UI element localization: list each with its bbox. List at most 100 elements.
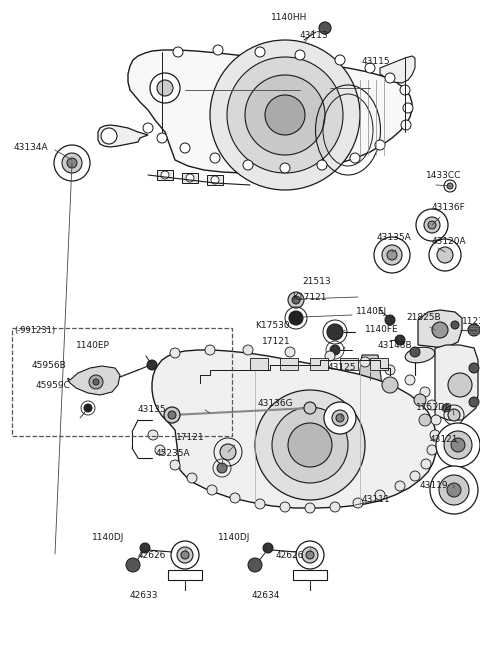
Text: 45959C: 45959C	[36, 380, 71, 389]
Circle shape	[330, 345, 340, 355]
Circle shape	[375, 140, 385, 150]
Polygon shape	[418, 310, 462, 348]
Circle shape	[427, 445, 437, 455]
Circle shape	[400, 85, 410, 95]
Text: 42633: 42633	[130, 590, 158, 599]
Circle shape	[140, 543, 150, 553]
Circle shape	[288, 423, 332, 467]
Text: 45235A: 45235A	[156, 450, 191, 459]
Circle shape	[385, 315, 395, 325]
Circle shape	[427, 400, 437, 410]
Circle shape	[213, 45, 223, 55]
Text: 21513: 21513	[302, 277, 331, 286]
Text: 43148B: 43148B	[378, 340, 413, 349]
Circle shape	[353, 498, 363, 508]
Circle shape	[54, 145, 90, 181]
Polygon shape	[98, 125, 148, 147]
Circle shape	[89, 375, 103, 389]
Circle shape	[143, 123, 153, 133]
Circle shape	[187, 473, 197, 483]
Circle shape	[350, 153, 360, 163]
Circle shape	[336, 414, 344, 422]
Text: 43119: 43119	[420, 481, 449, 489]
Bar	[207, 175, 223, 185]
Circle shape	[448, 409, 460, 421]
Circle shape	[306, 551, 314, 559]
Bar	[182, 173, 198, 183]
Circle shape	[245, 75, 325, 155]
Circle shape	[255, 390, 365, 500]
Text: K17121: K17121	[292, 294, 326, 303]
Ellipse shape	[405, 347, 435, 363]
Circle shape	[295, 50, 305, 60]
Circle shape	[148, 430, 158, 440]
Circle shape	[147, 360, 157, 370]
Circle shape	[387, 250, 397, 260]
Circle shape	[255, 499, 265, 509]
Circle shape	[385, 365, 395, 375]
Circle shape	[410, 471, 420, 481]
Circle shape	[430, 466, 478, 514]
Circle shape	[93, 379, 99, 385]
Circle shape	[168, 411, 176, 419]
Circle shape	[173, 47, 183, 57]
Text: 43115: 43115	[362, 58, 391, 67]
Text: 1140FE: 1140FE	[365, 325, 398, 334]
Circle shape	[375, 490, 385, 500]
Text: 43135: 43135	[138, 406, 167, 415]
Circle shape	[126, 558, 140, 572]
Bar	[310, 358, 328, 370]
Circle shape	[420, 387, 430, 397]
Circle shape	[181, 551, 189, 559]
Circle shape	[444, 180, 456, 192]
Circle shape	[319, 22, 331, 34]
Circle shape	[210, 40, 360, 190]
Text: 17121: 17121	[262, 338, 290, 347]
Circle shape	[405, 375, 415, 385]
Circle shape	[330, 502, 340, 512]
Circle shape	[451, 321, 459, 329]
Text: 45956B: 45956B	[32, 360, 67, 369]
Circle shape	[161, 171, 169, 179]
Text: 42626: 42626	[138, 551, 167, 559]
Circle shape	[157, 80, 173, 96]
Circle shape	[395, 481, 405, 491]
Text: 21825B: 21825B	[406, 314, 441, 323]
Circle shape	[101, 128, 117, 144]
Circle shape	[296, 541, 324, 569]
Circle shape	[468, 324, 480, 336]
Circle shape	[248, 558, 262, 572]
Circle shape	[211, 176, 219, 184]
Bar	[280, 358, 298, 370]
Circle shape	[401, 120, 411, 130]
Circle shape	[451, 438, 465, 452]
Bar	[250, 358, 268, 370]
Text: 43121: 43121	[430, 435, 458, 445]
Circle shape	[186, 174, 194, 182]
Circle shape	[365, 63, 375, 73]
Circle shape	[432, 322, 448, 338]
Circle shape	[403, 103, 413, 113]
Circle shape	[292, 296, 300, 304]
Circle shape	[382, 245, 402, 265]
Text: 43113: 43113	[300, 30, 329, 40]
Circle shape	[243, 345, 253, 355]
Text: 1123MG: 1123MG	[462, 318, 480, 327]
Text: 17121: 17121	[176, 434, 204, 443]
Polygon shape	[380, 56, 415, 83]
Text: 43136F: 43136F	[432, 203, 466, 213]
Text: 1140HH: 1140HH	[271, 14, 307, 23]
Circle shape	[289, 311, 303, 325]
Text: 43111: 43111	[362, 496, 391, 505]
Circle shape	[469, 363, 479, 373]
Text: 43135A: 43135A	[377, 233, 412, 242]
Circle shape	[428, 221, 436, 229]
Circle shape	[436, 423, 480, 467]
Circle shape	[207, 485, 217, 495]
Circle shape	[324, 402, 356, 434]
Circle shape	[439, 475, 469, 505]
Text: 43125: 43125	[328, 364, 357, 373]
Polygon shape	[68, 366, 120, 395]
Circle shape	[302, 547, 318, 563]
Circle shape	[280, 163, 290, 173]
